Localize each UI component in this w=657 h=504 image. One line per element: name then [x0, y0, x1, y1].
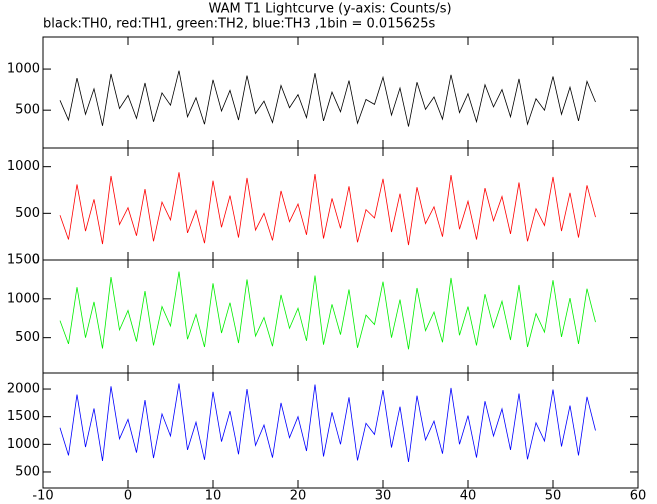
panel-frame	[42, 259, 639, 374]
light-curve	[59, 70, 596, 127]
x-tick-label: 20	[290, 489, 307, 504]
x-tick-label: 40	[460, 489, 477, 504]
x-tick-label: 0	[124, 489, 132, 504]
panel-frame	[42, 147, 639, 261]
y-tick-label: 1000	[7, 159, 40, 174]
light-curve	[59, 172, 596, 246]
chart-title: WAM T1 Lightcurve (y-axis: Counts/s)	[208, 2, 451, 17]
x-tick-label: 60	[630, 489, 647, 504]
y-tick-label: 1000	[7, 437, 40, 452]
y-tick-label: 500	[15, 330, 40, 345]
chart-subtitle: black:TH0, red:TH1, green:TH2, blue:TH3 …	[43, 17, 436, 32]
y-tick-label: 500	[15, 464, 40, 479]
y-tick-label: 1500	[7, 253, 40, 268]
y-tick-label: 500	[15, 206, 40, 221]
y-tick-label: 1000	[7, 62, 40, 77]
x-tick-label: 50	[545, 489, 562, 504]
y-tick-label: 500	[15, 103, 40, 118]
x-tick-label: -10	[32, 489, 53, 504]
y-tick-label: 2000	[7, 382, 40, 397]
x-tick-label: 30	[375, 489, 392, 504]
light-curve	[59, 383, 596, 463]
x-tick-label: 10	[205, 489, 222, 504]
panel-frame	[42, 372, 639, 489]
y-tick-label: 1500	[7, 409, 40, 424]
y-tick-label: 0	[32, 253, 40, 268]
light-curve	[59, 271, 596, 350]
y-tick-label: 1000	[7, 291, 40, 306]
